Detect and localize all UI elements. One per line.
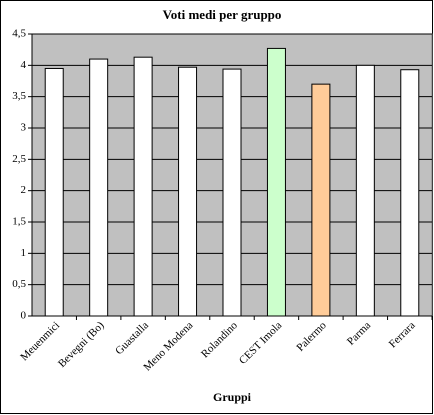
y-tick-label: 3,5 <box>12 90 26 102</box>
y-tick-label: 1,5 <box>12 216 26 228</box>
y-tick-label: 2,5 <box>12 153 26 165</box>
bar <box>400 69 420 317</box>
bar <box>266 47 286 317</box>
y-tick-label: 0,5 <box>12 278 26 290</box>
y-tick-label: 4 <box>21 59 27 71</box>
bar <box>222 68 242 317</box>
bar <box>89 58 109 317</box>
chart-title: Voti medi per gruppo <box>163 7 282 22</box>
y-tick-label: 0 <box>21 310 27 322</box>
y-tick-label: 3 <box>21 122 27 134</box>
bar <box>355 64 375 317</box>
y-tick-label: 4,5 <box>12 28 26 40</box>
bar <box>133 56 153 317</box>
bar <box>311 83 331 317</box>
bar <box>178 66 198 317</box>
y-tick-label: 1 <box>21 247 27 259</box>
x-axis-title: Gruppi <box>213 390 252 404</box>
y-tick-label: 2 <box>21 184 27 196</box>
bar <box>44 67 64 317</box>
